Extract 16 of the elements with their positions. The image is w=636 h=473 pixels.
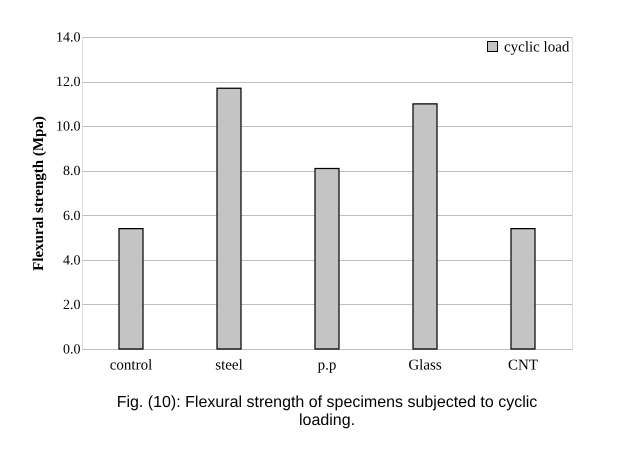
x-tick-label: control	[110, 358, 152, 374]
x-tick-label: p.p	[318, 358, 336, 374]
x-tick-label: CNT	[508, 358, 538, 374]
y-tick-label: 8.0	[63, 164, 80, 180]
x-tick-label: Glass	[408, 358, 442, 374]
y-tick-label: 6.0	[63, 208, 80, 224]
x-tick-label: steel	[215, 358, 243, 374]
y-tick-label: 0.0	[63, 342, 80, 358]
y-tick-label: 12.0	[56, 75, 80, 90]
y-tick-label: 4.0	[63, 253, 80, 268]
y-tick-label: 10.0	[56, 120, 80, 135]
y-axis-title: Flexural strength (Mpa)	[31, 116, 47, 271]
text: Fig. (10): Flexural strength of specimens subjected to cyclic loading.	[116, 394, 538, 429]
y-tick-label: 14.0	[56, 30, 80, 46]
y-tick-label: 2.0	[63, 298, 80, 313]
legend-label: cyclic load	[504, 40, 570, 56]
